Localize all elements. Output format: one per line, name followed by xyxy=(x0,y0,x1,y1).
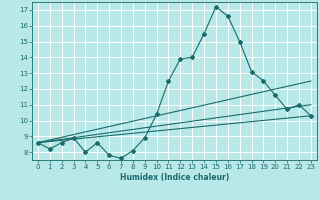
X-axis label: Humidex (Indice chaleur): Humidex (Indice chaleur) xyxy=(120,173,229,182)
